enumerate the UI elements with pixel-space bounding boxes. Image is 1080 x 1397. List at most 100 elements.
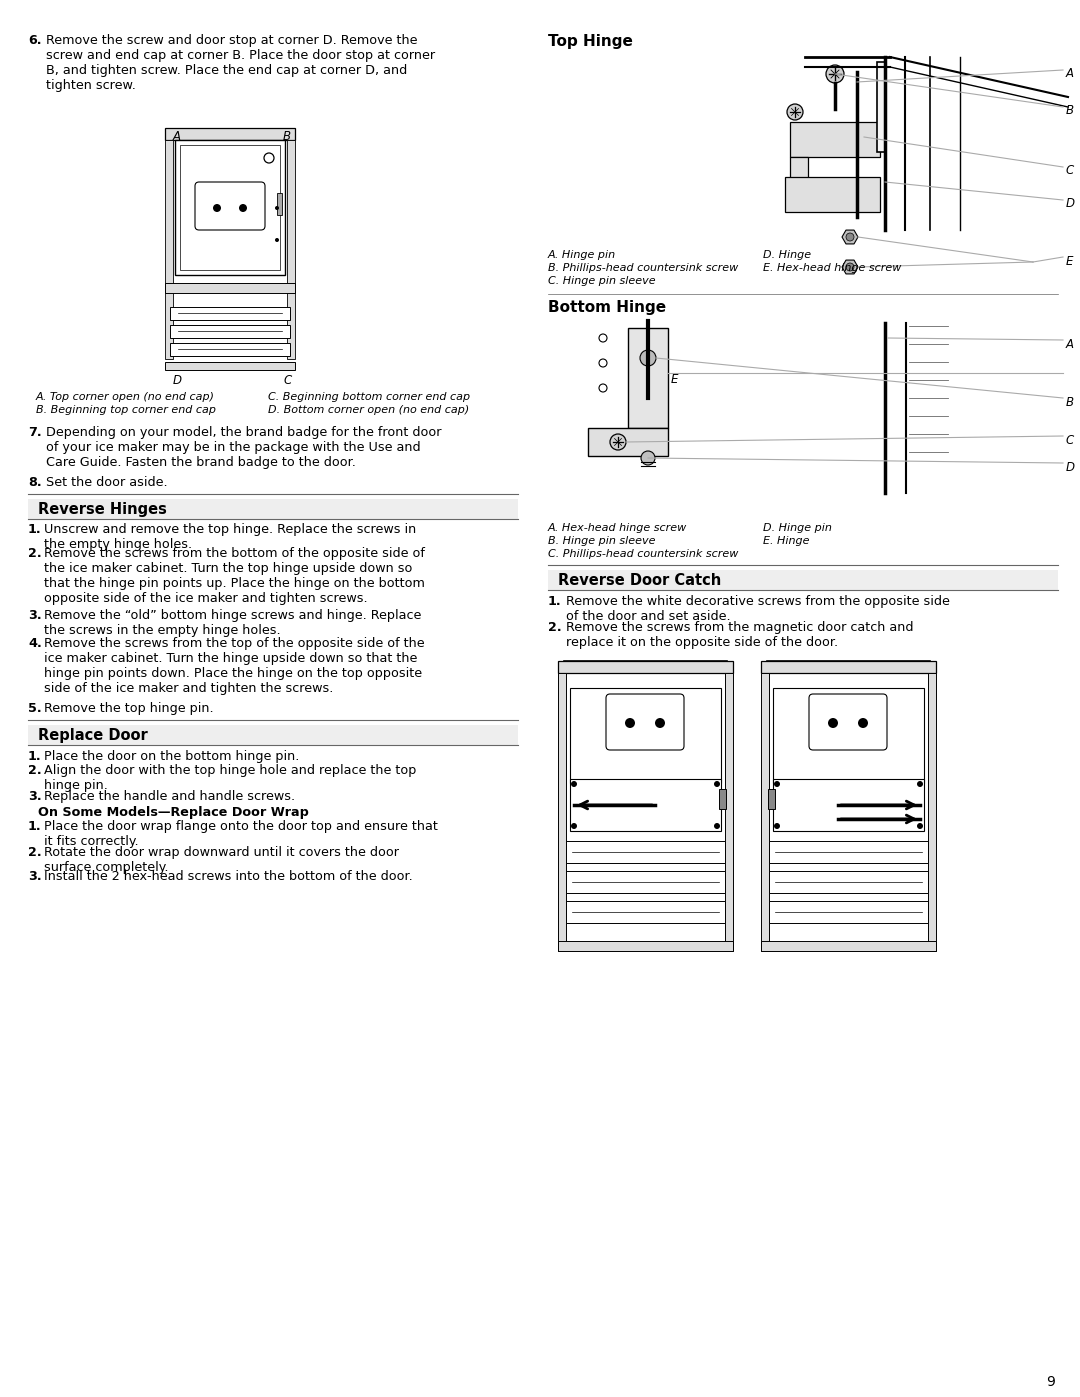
Text: E: E: [671, 373, 678, 386]
Text: D. Bottom corner open (no end cap): D. Bottom corner open (no end cap): [268, 405, 469, 415]
Polygon shape: [842, 231, 858, 244]
Bar: [768, 789, 775, 809]
Text: 2.: 2.: [28, 548, 42, 560]
Text: Place the door on the bottom hinge pin.: Place the door on the bottom hinge pin.: [44, 750, 299, 763]
Text: Remove the screw and door stop at corner D. Remove the
screw and end cap at corn: Remove the screw and door stop at corner…: [46, 34, 435, 92]
Bar: [558, 661, 733, 673]
Text: 3.: 3.: [28, 870, 42, 883]
Circle shape: [850, 130, 864, 144]
Text: 2.: 2.: [548, 622, 562, 634]
Text: Remove the “old” bottom hinge screws and hinge. Replace
the screws in the empty : Remove the “old” bottom hinge screws and…: [44, 609, 421, 637]
Bar: [719, 789, 726, 809]
Text: C: C: [1066, 434, 1075, 447]
Circle shape: [275, 237, 279, 242]
Bar: [767, 661, 930, 951]
Bar: [627, 328, 669, 427]
Bar: [769, 870, 928, 893]
Bar: [877, 61, 885, 152]
Circle shape: [826, 66, 843, 82]
Text: A. Hinge pin: A. Hinge pin: [548, 250, 616, 260]
Text: 2.: 2.: [28, 764, 42, 777]
Bar: [769, 901, 928, 923]
Bar: [170, 326, 291, 338]
Circle shape: [846, 263, 854, 271]
Bar: [773, 780, 924, 831]
Text: D. Hinge: D. Hinge: [762, 250, 811, 260]
Bar: [789, 156, 808, 191]
Text: 3.: 3.: [28, 789, 42, 803]
Circle shape: [275, 205, 279, 210]
Bar: [170, 307, 291, 320]
Text: 6.: 6.: [28, 34, 41, 47]
Bar: [170, 344, 291, 356]
Text: Rotate the door wrap downward until it covers the door
surface completely.: Rotate the door wrap downward until it c…: [44, 847, 399, 875]
Circle shape: [640, 351, 656, 366]
Bar: [566, 901, 725, 923]
Text: Replace the handle and handle screws.: Replace the handle and handle screws.: [44, 789, 295, 803]
Bar: [789, 122, 880, 156]
Text: Remove the top hinge pin.: Remove the top hinge pin.: [44, 703, 214, 715]
Bar: [564, 661, 727, 951]
Text: Place the door wrap flange onto the door top and ensure that
it fits correctly.: Place the door wrap flange onto the door…: [44, 820, 437, 848]
Text: A: A: [173, 130, 181, 142]
Circle shape: [642, 451, 654, 465]
Circle shape: [714, 823, 720, 828]
Text: Replace Door: Replace Door: [38, 728, 148, 743]
Bar: [769, 841, 928, 863]
Text: Align the door with the top hinge hole and replace the top
hinge pin.: Align the door with the top hinge hole a…: [44, 764, 417, 792]
Bar: [761, 942, 936, 951]
Bar: [28, 499, 518, 520]
Text: 2.: 2.: [28, 847, 42, 859]
Text: Remove the screws from the bottom of the opposite side of
the ice maker cabinet.: Remove the screws from the bottom of the…: [44, 548, 424, 605]
Text: 1.: 1.: [28, 522, 42, 536]
Text: B. Beginning top corner end cap: B. Beginning top corner end cap: [36, 405, 216, 415]
Text: C: C: [283, 374, 292, 387]
Text: B. Phillips-head countersink screw: B. Phillips-head countersink screw: [548, 263, 739, 272]
Bar: [165, 284, 295, 293]
Circle shape: [787, 103, 804, 120]
Circle shape: [846, 233, 854, 242]
Text: 8.: 8.: [28, 476, 42, 489]
Polygon shape: [842, 260, 858, 274]
Circle shape: [828, 718, 838, 728]
Circle shape: [858, 718, 868, 728]
Text: Unscrew and remove the top hinge. Replace the screws in
the empty hinge holes.: Unscrew and remove the top hinge. Replac…: [44, 522, 416, 550]
Circle shape: [917, 781, 923, 787]
Bar: [276, 193, 282, 215]
Text: On Some Models—Replace Door Wrap: On Some Models—Replace Door Wrap: [38, 806, 309, 819]
Text: B: B: [283, 130, 291, 142]
Text: A: A: [1066, 338, 1074, 351]
Circle shape: [625, 718, 635, 728]
Bar: [570, 687, 721, 782]
Bar: [175, 140, 285, 275]
Bar: [566, 841, 725, 863]
Circle shape: [213, 204, 221, 212]
Bar: [761, 673, 769, 951]
Text: E: E: [1066, 256, 1074, 268]
Bar: [773, 687, 924, 782]
Bar: [588, 427, 669, 455]
Text: D: D: [173, 374, 183, 387]
Text: 5.: 5.: [28, 703, 42, 715]
Bar: [165, 140, 173, 359]
Text: 4.: 4.: [28, 637, 42, 650]
Bar: [725, 673, 733, 951]
Bar: [558, 942, 733, 951]
Text: B: B: [1066, 103, 1074, 117]
Text: Remove the white decorative screws from the opposite side
of the door and set as: Remove the white decorative screws from …: [566, 595, 950, 623]
Circle shape: [917, 823, 923, 828]
Text: 3.: 3.: [28, 609, 42, 622]
Text: A: A: [1066, 67, 1074, 80]
Text: C. Hinge pin sleeve: C. Hinge pin sleeve: [548, 277, 656, 286]
Text: C: C: [1066, 163, 1075, 177]
Text: E. Hex-head hinge screw: E. Hex-head hinge screw: [762, 263, 902, 272]
Bar: [287, 140, 295, 359]
Bar: [28, 725, 518, 745]
Text: D. Hinge pin: D. Hinge pin: [762, 522, 832, 534]
Text: D: D: [1066, 461, 1075, 474]
Circle shape: [774, 781, 780, 787]
Text: Reverse Door Catch: Reverse Door Catch: [558, 573, 721, 588]
Bar: [165, 129, 295, 140]
Bar: [165, 362, 295, 370]
Bar: [570, 780, 721, 831]
